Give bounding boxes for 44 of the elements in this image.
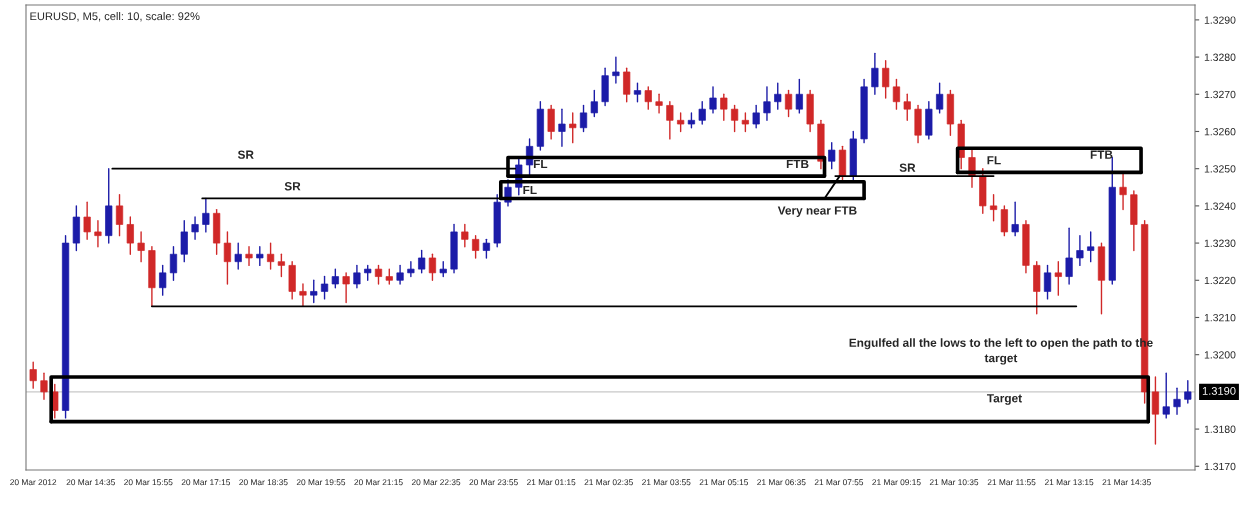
x-tick-label: 20 Mar 14:35 xyxy=(66,479,115,486)
x-tick-label: 21 Mar 06:35 xyxy=(757,479,806,486)
x-tick-label: 21 Mar 05:15 xyxy=(699,479,749,486)
y-tick-label: 1.3180 xyxy=(1204,425,1236,433)
y-tick-label: 1.3270 xyxy=(1204,90,1236,99)
y-tick-label: 1.3260 xyxy=(1204,127,1236,136)
x-tick-label: 21 Mar 11:55 xyxy=(987,479,1036,486)
x-tick-label: 20 Mar 18:35 xyxy=(239,479,288,486)
x-tick-label: 21 Mar 14:35 xyxy=(1102,479,1151,486)
x-tick-label: 20 Mar 21:15 xyxy=(354,479,403,486)
x-tick-label: 20 Mar 23:55 xyxy=(469,479,518,486)
x-tick-label: 20 Mar 15:55 xyxy=(124,479,173,486)
annotation: FTB xyxy=(1090,150,1113,159)
annotation: FL xyxy=(523,185,537,195)
y-tick-label: 1.3170 xyxy=(1204,462,1236,471)
y-tick-label: 1.3230 xyxy=(1204,239,1236,247)
y-tick-label: 1.3290 xyxy=(1204,16,1236,24)
x-tick-label: 21 Mar 09:15 xyxy=(872,479,921,486)
x-tick-label: 20 Mar 2012 xyxy=(10,479,57,486)
annotation: SR xyxy=(284,182,301,191)
ref-line-label: 1.3190 xyxy=(1202,386,1236,395)
x-tick-label: 21 Mar 13:15 xyxy=(1044,479,1094,486)
y-tick-label: 1.3240 xyxy=(1204,202,1236,210)
annotation: SR xyxy=(237,150,254,159)
x-tick-label: 20 Mar 19:55 xyxy=(296,479,346,486)
x-tick-label: 21 Mar 02:35 xyxy=(584,479,633,486)
y-tick-label: 1.3220 xyxy=(1204,276,1236,285)
text: EURUSD, M5, cell: 10, scale: 92% xyxy=(30,11,200,22)
annotation: FL xyxy=(533,159,548,169)
y-tick-label: 1.3210 xyxy=(1204,313,1236,322)
x-tick-label: 21 Mar 07:55 xyxy=(814,479,864,486)
y-tick-label: 1.3280 xyxy=(1204,53,1236,61)
x-tick-label: 21 Mar 10:35 xyxy=(929,479,979,486)
annotation: FL xyxy=(987,156,1001,165)
annotation: FTB xyxy=(786,159,809,169)
x-tick-label: 21 Mar 03:55 xyxy=(642,479,691,486)
y-tick-label: 1.3250 xyxy=(1204,165,1236,173)
annotation: Very near FTB xyxy=(777,206,857,217)
y-tick-label: 1.3200 xyxy=(1204,351,1236,359)
x-tick-label: 20 Mar 17:15 xyxy=(181,479,231,486)
annotation: Target xyxy=(986,394,1022,405)
x-tick-label: 21 Mar 01:15 xyxy=(527,479,576,486)
x-tick-label: 20 Mar 22:35 xyxy=(411,479,461,486)
annotation: SR xyxy=(899,163,916,172)
